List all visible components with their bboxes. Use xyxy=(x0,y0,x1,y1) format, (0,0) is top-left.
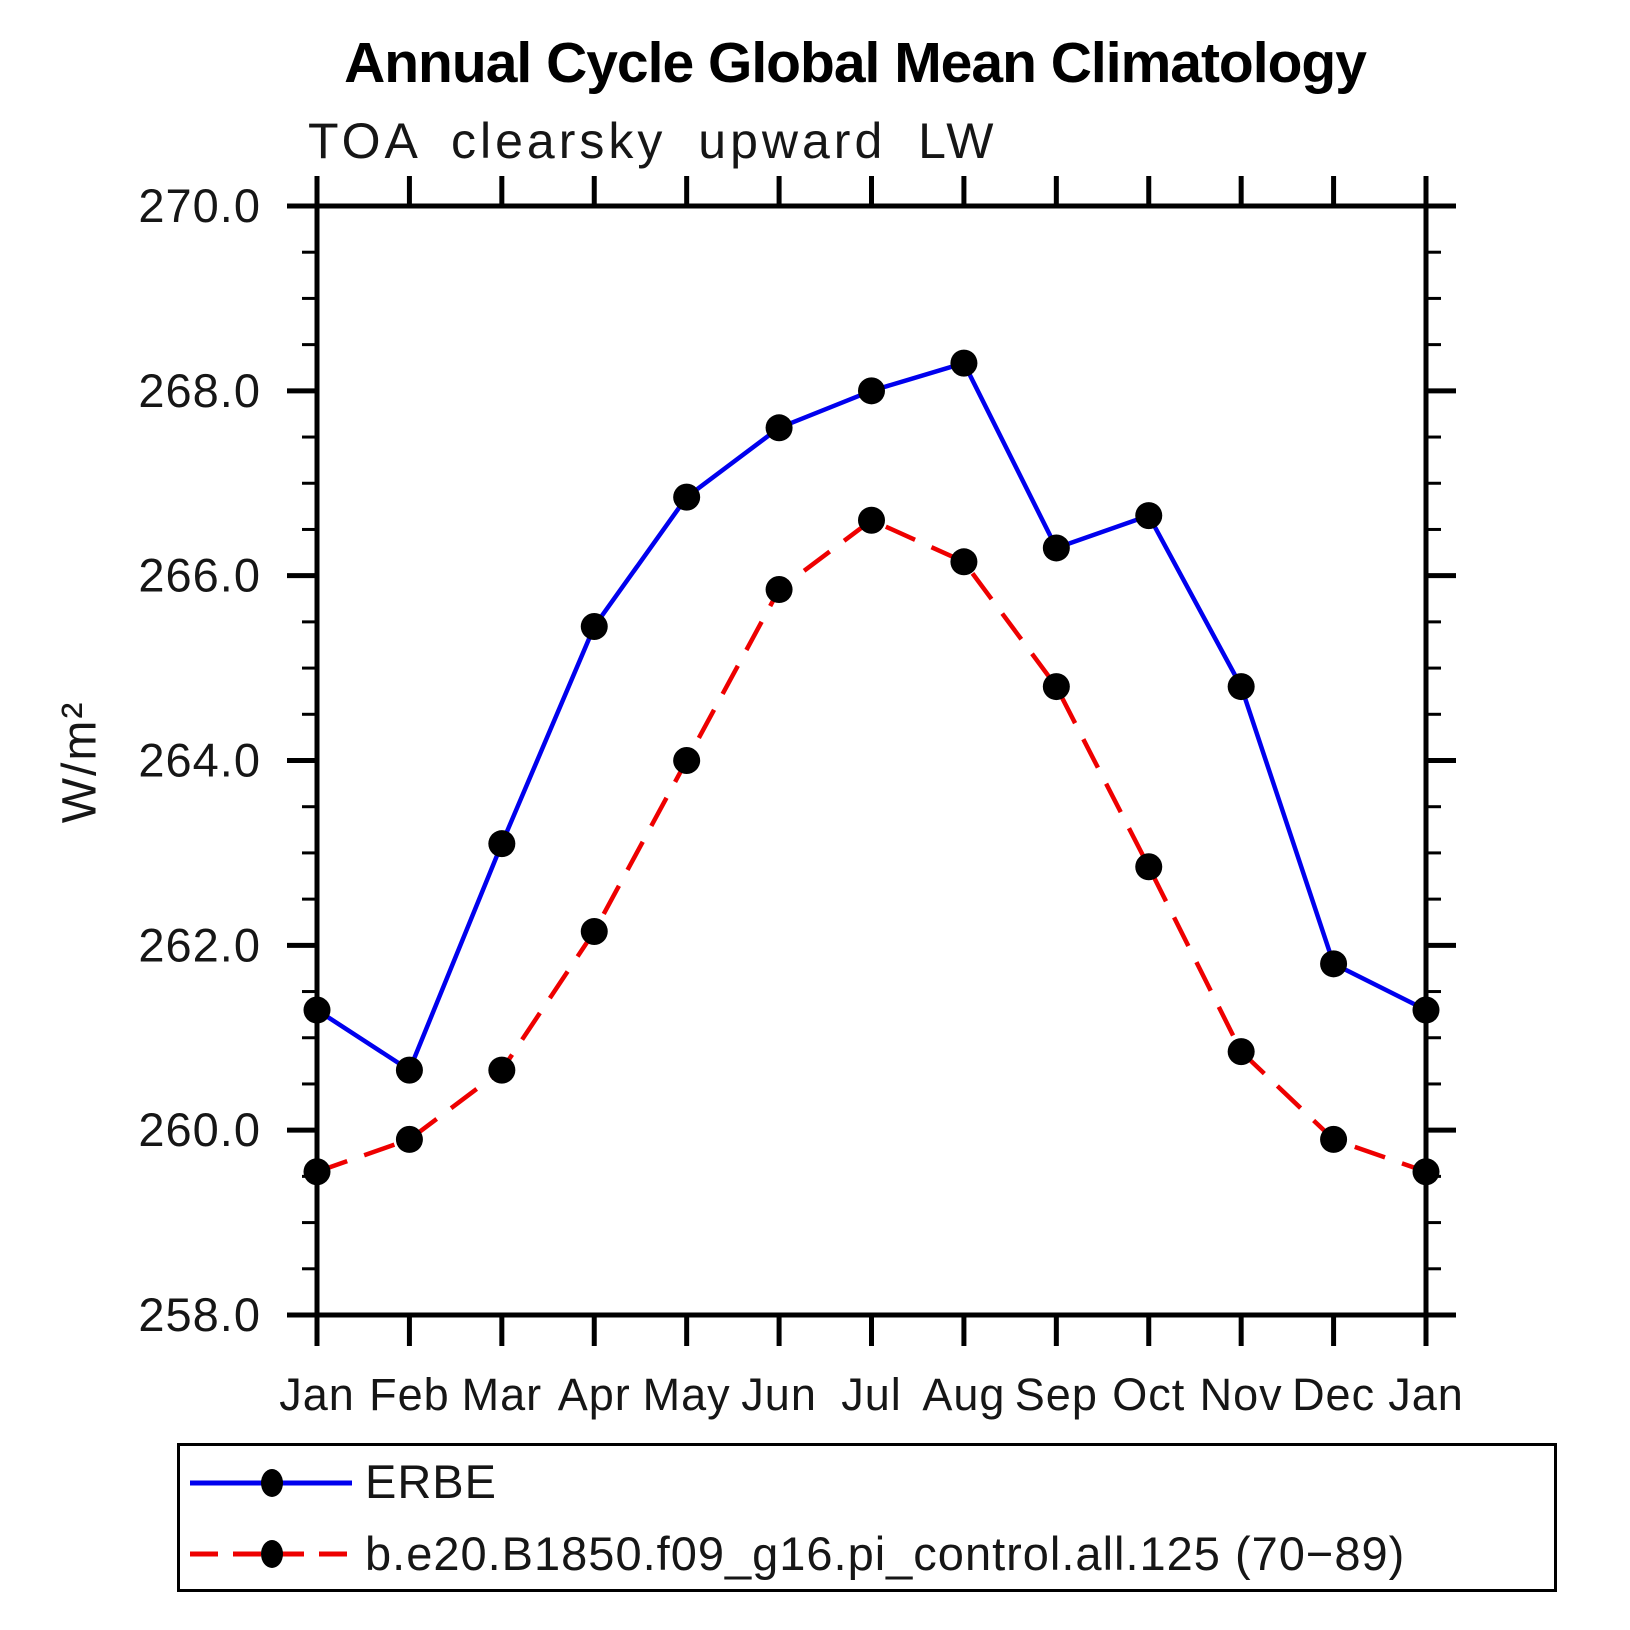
y-tick-label: 268.0 xyxy=(138,364,261,417)
x-tick-label: Aug xyxy=(922,1369,1005,1420)
data-point-marker-model xyxy=(1320,1125,1348,1153)
data-point-marker-erbe xyxy=(950,349,978,377)
data-point-marker-model xyxy=(1412,1158,1440,1186)
data-point-marker-model xyxy=(673,747,701,774)
legend-marker-dot xyxy=(261,1540,283,1569)
data-point-marker-erbe xyxy=(1227,673,1255,701)
series-line-model xyxy=(316,517,1427,1174)
y-tick-label: 258.0 xyxy=(138,1288,261,1341)
data-point-marker-model xyxy=(488,1056,516,1084)
x-tick-label: Oct xyxy=(1112,1369,1185,1420)
data-point-marker-erbe xyxy=(858,377,885,405)
data-point-marker-model xyxy=(858,506,885,534)
legend-row-erbe: ERBE xyxy=(180,1446,1554,1518)
data-point-marker-erbe xyxy=(580,612,608,640)
data-point-marker-erbe xyxy=(395,1056,423,1084)
x-tick-label: Jan xyxy=(279,1369,355,1420)
legend-label-erbe: ERBE xyxy=(365,1455,497,1509)
y-tick-label: 266.0 xyxy=(138,549,261,602)
x-tick-label: Jan xyxy=(1388,1369,1464,1420)
data-point-marker-erbe xyxy=(1135,502,1163,530)
data-point-marker-model xyxy=(303,1158,331,1186)
y-tick-label: 270.0 xyxy=(138,179,261,232)
data-point-marker-model xyxy=(950,548,978,576)
chart-title: Annual Cycle Global Mean Climatology xyxy=(344,31,1367,95)
x-tick-label: Feb xyxy=(369,1369,450,1420)
data-point-marker-erbe xyxy=(303,996,331,1024)
y-tick-label: 262.0 xyxy=(138,918,261,971)
legend: ERBE b.e20.B1850.f09_g16.pi_control.all.… xyxy=(177,1443,1557,1592)
x-tick-label: Sep xyxy=(1015,1369,1098,1420)
x-tick-label: Nov xyxy=(1200,1369,1283,1420)
x-tick-label: Jun xyxy=(741,1369,817,1420)
x-tick-label: Apr xyxy=(558,1369,631,1420)
data-point-marker-model xyxy=(580,917,608,945)
data-point-marker-model xyxy=(765,576,793,604)
x-tick-label: May xyxy=(643,1369,731,1420)
data-point-marker-erbe xyxy=(1412,996,1440,1024)
data-point-marker-erbe xyxy=(1320,950,1348,978)
data-point-marker-model xyxy=(1227,1038,1255,1066)
x-tick-label: Dec xyxy=(1292,1369,1375,1420)
y-tick-label: 264.0 xyxy=(138,734,261,787)
series-line-erbe xyxy=(315,360,1428,1074)
plot-box xyxy=(314,203,1429,1318)
data-point-marker-erbe xyxy=(673,483,701,511)
data-point-marker-model xyxy=(395,1125,423,1153)
data-point-marker-erbe xyxy=(765,414,793,442)
data-point-marker-model xyxy=(1042,673,1070,701)
legend-swatch-line-dot xyxy=(190,1468,352,1497)
legend-swatch-line-dot xyxy=(190,1540,352,1569)
data-point-marker-erbe xyxy=(488,830,516,858)
y-tick-label: 260.0 xyxy=(138,1103,261,1156)
legend-label-model: b.e20.B1850.f09_g16.pi_control.all.125 (… xyxy=(365,1526,1406,1580)
data-point-marker-erbe xyxy=(1042,534,1070,562)
legend-marker-dot xyxy=(261,1468,283,1497)
legend-row-model: b.e20.B1850.f09_g16.pi_control.all.125 (… xyxy=(180,1518,1554,1590)
x-tick-label: Mar xyxy=(462,1369,543,1420)
x-tick-label: Jul xyxy=(841,1369,902,1420)
chart-subtitle: TOA clearsky upward LW xyxy=(308,113,998,169)
data-point-marker-model xyxy=(1135,853,1163,881)
